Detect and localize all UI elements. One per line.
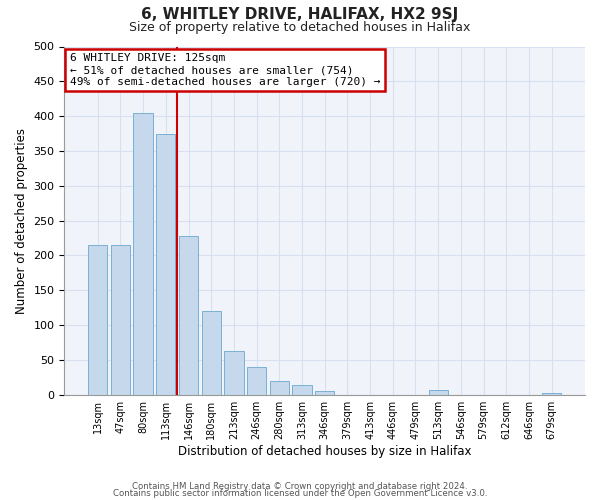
Bar <box>133 112 153 394</box>
Bar <box>156 134 175 394</box>
X-axis label: Distribution of detached houses by size in Halifax: Distribution of detached houses by size … <box>178 444 472 458</box>
Bar <box>224 351 244 395</box>
Y-axis label: Number of detached properties: Number of detached properties <box>15 128 28 314</box>
Bar <box>428 390 448 394</box>
Text: Size of property relative to detached houses in Halifax: Size of property relative to detached ho… <box>130 21 470 34</box>
Bar <box>315 391 334 394</box>
Bar <box>292 385 311 394</box>
Bar <box>179 236 198 394</box>
Text: 6, WHITLEY DRIVE, HALIFAX, HX2 9SJ: 6, WHITLEY DRIVE, HALIFAX, HX2 9SJ <box>142 8 458 22</box>
Bar <box>202 311 221 394</box>
Text: Contains HM Land Registry data © Crown copyright and database right 2024.: Contains HM Land Registry data © Crown c… <box>132 482 468 491</box>
Bar <box>88 245 107 394</box>
Text: 6 WHITLEY DRIVE: 125sqm
← 51% of detached houses are smaller (754)
49% of semi-d: 6 WHITLEY DRIVE: 125sqm ← 51% of detache… <box>70 54 380 86</box>
Bar <box>269 381 289 394</box>
Text: Contains public sector information licensed under the Open Government Licence v3: Contains public sector information licen… <box>113 489 487 498</box>
Bar <box>247 367 266 394</box>
Bar <box>111 245 130 394</box>
